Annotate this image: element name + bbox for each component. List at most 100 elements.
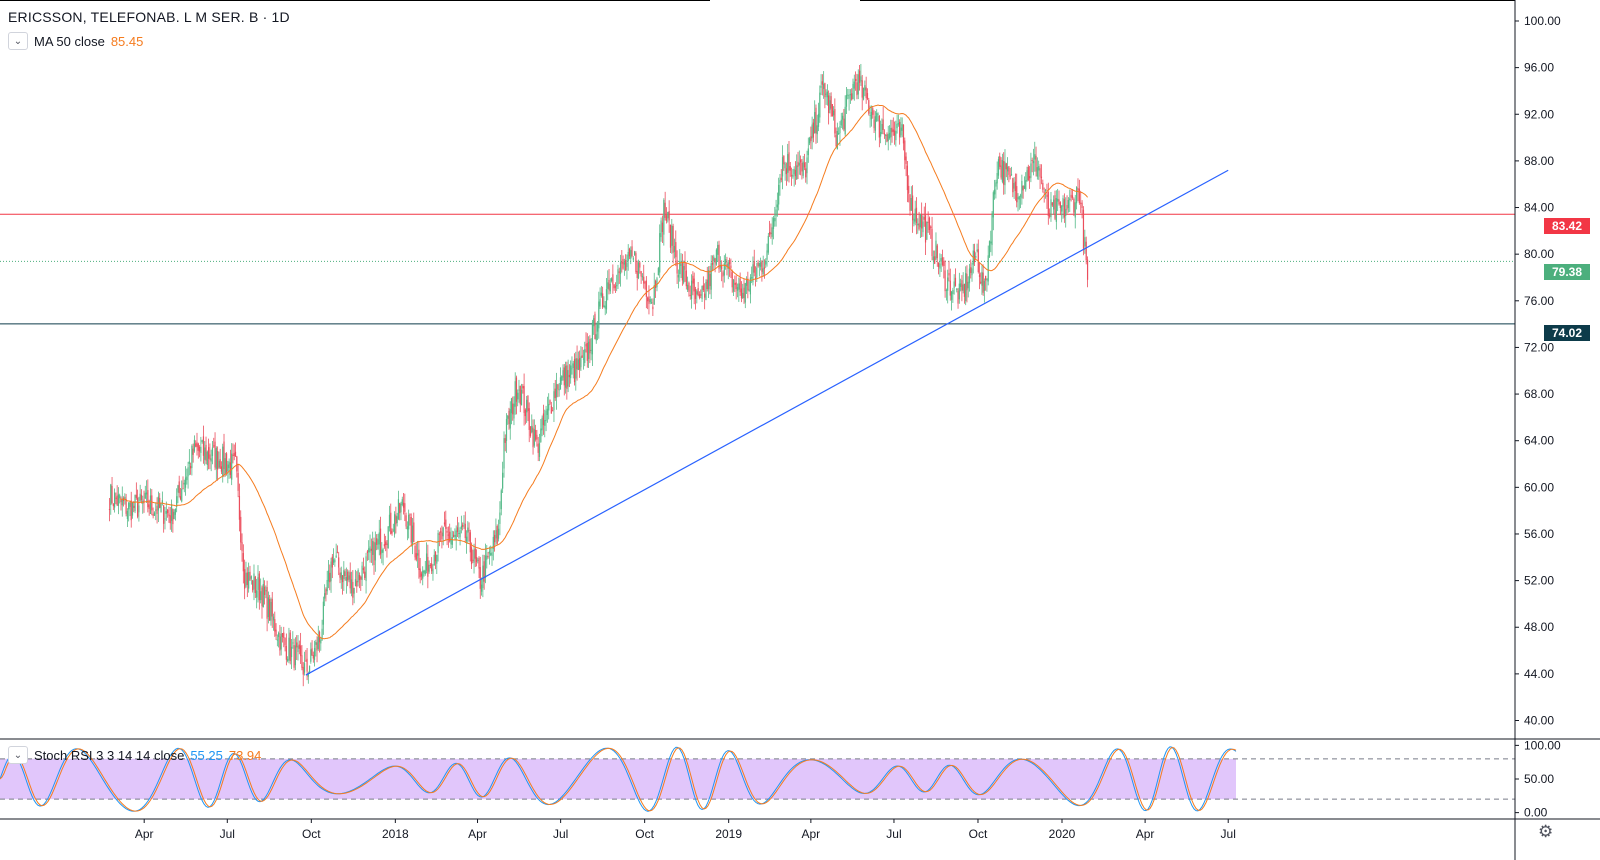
candle-body (765, 260, 767, 265)
chevron-down-icon[interactable]: ⌄ (8, 746, 28, 764)
candle-body (523, 386, 525, 413)
candle-body (718, 244, 720, 270)
candle-body (249, 571, 251, 581)
candle-body (802, 161, 804, 176)
candle-body (303, 663, 306, 673)
candle-body (542, 413, 545, 426)
candle-body (223, 441, 225, 470)
candle-body (438, 533, 440, 535)
candle-body (732, 279, 735, 292)
candle-body (826, 91, 828, 98)
candle-body (217, 451, 219, 470)
candle-body (934, 256, 936, 264)
price-tick-label: 84.00 (1524, 201, 1554, 215)
candle-body (181, 488, 183, 502)
candle-body (490, 552, 492, 556)
candle-body (698, 294, 701, 298)
candle-body (209, 454, 211, 460)
candle-body (214, 441, 216, 468)
candle-body (643, 276, 645, 284)
candle-body (868, 100, 870, 114)
candle-body (237, 472, 239, 491)
candle-body (528, 408, 530, 430)
chevron-down-icon[interactable]: ⌄ (8, 32, 28, 50)
candle-body (987, 255, 989, 282)
candle-body (834, 109, 836, 134)
candle-body (690, 280, 693, 300)
price-axis[interactable]: 100.00 96.00 92.00 88.00 84.00 80.00 76.00 72.0… (1515, 14, 1561, 728)
candle-body (828, 95, 830, 113)
candle-body (981, 271, 983, 286)
stoch-rsi-axis[interactable]: 100.00 50.00 0.00 (1515, 738, 1561, 820)
candle-body (417, 553, 419, 556)
candle-body (896, 123, 898, 129)
candle-body (172, 508, 174, 525)
candle-body (324, 593, 326, 599)
candle-body (625, 260, 627, 271)
candle-body (554, 388, 556, 399)
candle-body (924, 215, 927, 243)
candle-body (463, 522, 465, 524)
candle-body (552, 410, 554, 412)
gear-icon[interactable]: ⚙ (1538, 822, 1554, 841)
stoch-rsi-legend[interactable]: ⌄ Stoch RSI 3 3 14 14 close 55.25 73.94 (8, 746, 261, 764)
candle-body (882, 119, 884, 131)
candle-body (564, 365, 567, 388)
candle-body (1046, 194, 1048, 197)
candle-body (593, 318, 595, 327)
candle-body (147, 490, 149, 508)
candle-body (374, 542, 376, 561)
candle-body (862, 87, 865, 100)
trend-line[interactable] (305, 169, 1229, 676)
price-tick-label: 40.00 (1524, 714, 1554, 728)
symbol-title: ERICSSON, TELEFONAB. L M SER. B · 1D (8, 9, 290, 25)
candle-body (284, 637, 286, 646)
candle-body (378, 532, 380, 545)
candle-body (961, 280, 963, 291)
candle-body (673, 245, 676, 252)
candle-body (432, 568, 434, 574)
candle-body (637, 262, 640, 279)
stoch-rsi-band-limits (0, 758, 1515, 800)
candle-body (285, 645, 287, 660)
candle-body (155, 509, 157, 511)
candle-body (427, 556, 429, 577)
candle-body (781, 157, 784, 177)
candle-body (763, 267, 766, 269)
time-tick-label: Jul (1221, 827, 1236, 841)
candle-body (935, 240, 937, 260)
candle-body (669, 224, 672, 248)
candle-body (626, 262, 628, 267)
candle-body (124, 496, 126, 499)
resistance-price-label: 83.42 (1544, 218, 1590, 234)
candle-body (931, 228, 933, 257)
candle-body (313, 648, 316, 660)
candle-body (793, 168, 795, 175)
ma-legend[interactable]: ⌄ MA 50 close 85.45 (8, 32, 143, 50)
candle-body (549, 400, 551, 404)
time-axis[interactable]: Apr Jul Oct 2018 Apr Jul Oct 2019 Apr Jul Oct 2020 A… (135, 819, 1236, 841)
candle-body (232, 454, 234, 456)
candle-body (176, 496, 178, 507)
candle-body (153, 512, 156, 516)
candle-body (400, 504, 402, 513)
candle-body (932, 256, 934, 261)
candle-body (433, 554, 435, 566)
candle-body (330, 561, 332, 582)
candle-body (675, 242, 677, 258)
horizontal-levels[interactable] (0, 213, 1515, 325)
candle-body (246, 572, 248, 585)
candle-body (731, 272, 733, 288)
candle-body (792, 174, 794, 177)
candle-body (756, 267, 758, 278)
candle-body (877, 113, 879, 115)
candle-body (344, 571, 346, 577)
candle-body (137, 497, 139, 517)
stoch-rsi-legend-label: Stoch RSI 3 3 14 14 close (34, 747, 185, 763)
candle-body (1026, 170, 1028, 182)
candle-body (864, 85, 866, 91)
candle-body (514, 381, 516, 407)
candle-body (914, 208, 916, 222)
candle-body (460, 525, 462, 529)
